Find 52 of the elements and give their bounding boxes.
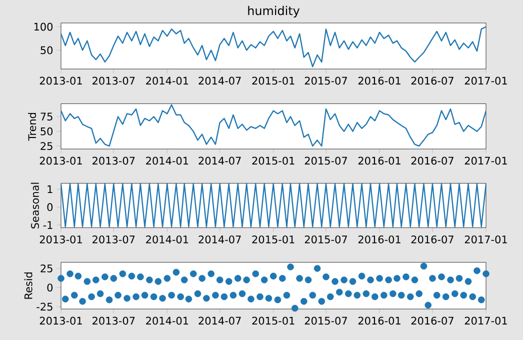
- y-tick-label: 0: [47, 284, 53, 292]
- x-tick-label: 2014-01: [146, 235, 188, 244]
- x-tick-label: 2014-07: [198, 316, 241, 325]
- x-tick-label: 2017-01: [464, 235, 507, 244]
- y-tick-label: 75: [40, 112, 52, 121]
- chart-title: humidity: [248, 6, 300, 18]
- x-tick-label: 2013-07: [92, 235, 135, 244]
- x-tick-label: 2014-01: [146, 156, 188, 165]
- x-tick-label: 2013-01: [40, 235, 82, 244]
- x-tick-label: 2015-07: [304, 156, 347, 165]
- x-tick-label: 2016-07: [411, 76, 454, 85]
- x-tick-label: 2016-01: [358, 316, 400, 325]
- x-tick-label: 2015-07: [304, 76, 347, 85]
- x-tick-label: 2014-07: [198, 156, 241, 165]
- x-tick-label: 2015-07: [304, 235, 347, 244]
- x-tick-label: 2017-01: [464, 156, 507, 165]
- x-tick-label: 2017-01: [464, 76, 507, 85]
- y-tick-label: 1: [48, 185, 52, 194]
- y-tick-label: 0: [47, 203, 53, 212]
- y-tick-label: -25: [36, 302, 52, 311]
- y-axis-title: Resid: [24, 272, 32, 299]
- y-axis-title: Seasonal: [30, 182, 39, 228]
- x-tick-label: 2013-07: [92, 156, 135, 165]
- x-tick-label: 2014-07: [198, 76, 241, 85]
- x-tick-label: 2015-01: [252, 156, 294, 165]
- y-tick-label: 50: [40, 127, 53, 136]
- x-tick-label: 2014-01: [146, 316, 188, 325]
- x-tick-label: 2015-01: [252, 235, 294, 244]
- x-tick-label: 2013-01: [40, 156, 82, 165]
- y-axis-title: Trend: [28, 112, 36, 141]
- x-tick-label: 2016-01: [358, 235, 400, 244]
- x-tick-label: 2016-01: [358, 76, 400, 85]
- x-tick-label: 2013-07: [92, 76, 135, 85]
- x-tick-label: 2015-01: [252, 316, 294, 325]
- x-tick-label: 2017-01: [464, 316, 507, 325]
- y-tick-label: -1: [43, 221, 52, 229]
- x-tick-label: 2013-01: [40, 316, 82, 325]
- x-tick-label: 2013-07: [92, 316, 135, 325]
- x-tick-label: 2013-01: [40, 76, 82, 85]
- x-tick-label: 2016-07: [411, 156, 454, 165]
- y-tick-label: 25: [40, 264, 52, 272]
- y-tick-label: 100: [34, 22, 53, 31]
- y-tick-label: 50: [40, 46, 53, 54]
- x-tick-label: 2016-07: [411, 235, 454, 244]
- x-tick-label: 2014-07: [198, 235, 241, 244]
- line-series: [61, 26, 486, 68]
- x-tick-label: 2015-07: [304, 316, 347, 325]
- x-tick-label: 2016-07: [411, 316, 454, 325]
- x-tick-label: 2014-01: [146, 76, 188, 85]
- y-tick-label: 25: [40, 142, 52, 150]
- x-tick-label: 2015-01: [252, 76, 294, 85]
- x-tick-label: 2016-01: [358, 156, 400, 165]
